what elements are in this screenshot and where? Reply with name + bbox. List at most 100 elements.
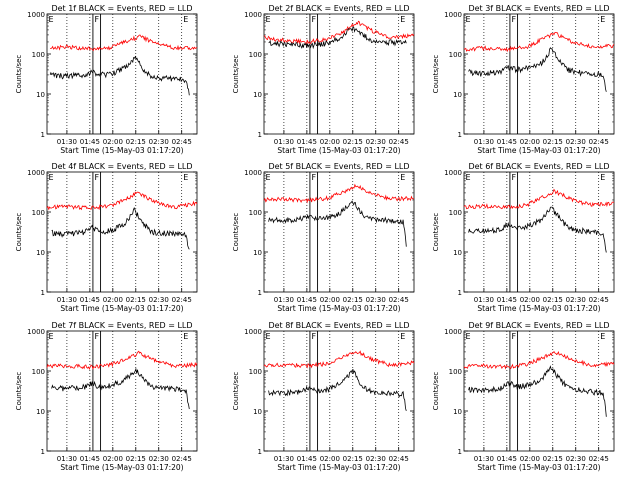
x-tick-label: 02:45 <box>389 296 409 304</box>
x-tick-label: 02:15 <box>343 455 363 463</box>
chart-title: Det 7f BLACK = Events, RED = LLD <box>51 321 192 330</box>
chart-panel-5: Det 5f BLACK = Events, RED = LLD E F E 1 10 10… <box>232 162 415 313</box>
region-label-2: F <box>311 173 316 182</box>
x-axis-label: Start Time (15-May-03 01:17:20) <box>277 304 400 313</box>
events-series-line <box>468 47 607 92</box>
y-tick-label: 100 <box>32 368 45 376</box>
chart-title: Det 9f BLACK = Events, RED = LLD <box>468 321 609 330</box>
x-tick-label: 01:30 <box>274 138 294 146</box>
plot-frame <box>463 13 615 135</box>
y-tick-label: 100 <box>249 209 262 217</box>
y-tick-label: 1000 <box>244 169 262 177</box>
chart-title: Det 2f BLACK = Events, RED = LLD <box>268 4 409 13</box>
region-label-2: F <box>94 173 99 182</box>
x-tick-label: 01:45 <box>497 138 517 146</box>
lld-series-line <box>463 31 615 53</box>
region-label-1: E <box>266 173 271 182</box>
y-tick-label: 1 <box>41 448 45 456</box>
region-label-3: E <box>183 15 188 24</box>
region-label-3: E <box>600 15 605 24</box>
x-tick-label: 02:45 <box>589 138 609 146</box>
plot-frame <box>263 330 415 452</box>
x-tick-label: 02:30 <box>366 296 386 304</box>
y-tick-label: 1 <box>458 289 462 297</box>
x-tick-label: 01:45 <box>80 296 100 304</box>
y-tick-label: 10 <box>253 408 262 416</box>
chart-title: Det 8f BLACK = Events, RED = LLD <box>268 321 409 330</box>
region-label-3: E <box>600 173 605 182</box>
plot-frame <box>263 171 415 293</box>
x-tick-label: 01:45 <box>297 455 317 463</box>
x-axis-label: Start Time (15-May-03 01:17:20) <box>477 463 600 472</box>
x-tick-label: 01:30 <box>474 455 494 463</box>
x-tick-label: 02:15 <box>343 138 363 146</box>
region-label-3: E <box>183 173 188 182</box>
y-tick-label: 1 <box>41 131 45 139</box>
x-tick-label: 02:00 <box>520 138 540 146</box>
y-tick-label: 1 <box>41 289 45 297</box>
chart-panel-6: Det 6f BLACK = Events, RED = LLD E F E 1 10 10… <box>432 162 615 313</box>
region-label-2: F <box>511 332 516 341</box>
region-label-1: E <box>49 173 54 182</box>
y-tick-label: 1000 <box>444 328 462 336</box>
x-tick-label: 02:45 <box>389 455 409 463</box>
chart-panel-1: Det 1f BLACK = Events, RED = LLD E F E 1 10 10… <box>15 4 198 155</box>
y-axis-label: Counts/sec <box>432 213 440 252</box>
y-tick-label: 100 <box>32 51 45 59</box>
y-tick-label: 10 <box>453 249 462 257</box>
plot-frame <box>46 330 198 452</box>
y-axis-label: Counts/sec <box>432 372 440 411</box>
events-series-line <box>51 207 190 250</box>
y-tick-label: 1000 <box>27 328 45 336</box>
x-tick-label: 01:30 <box>474 138 494 146</box>
x-tick-label: 02:30 <box>566 138 586 146</box>
x-tick-label: 01:45 <box>80 455 100 463</box>
x-axis-label: Start Time (15-May-03 01:17:20) <box>277 463 400 472</box>
y-tick-label: 10 <box>253 249 262 257</box>
region-label-1: E <box>49 15 54 24</box>
lld-series-line <box>50 34 198 52</box>
y-axis-label: Counts/sec <box>432 55 440 94</box>
lld-series-line <box>463 350 615 370</box>
x-tick-label: 01:45 <box>497 296 517 304</box>
events-series-line <box>268 26 407 50</box>
x-tick-label: 02:45 <box>172 455 192 463</box>
y-tick-label: 1000 <box>244 11 262 19</box>
y-axis-label: Counts/sec <box>232 372 240 411</box>
region-label-3: E <box>400 332 405 341</box>
x-tick-label: 02:15 <box>126 296 146 304</box>
events-series-line <box>268 200 407 247</box>
y-tick-label: 10 <box>36 408 45 416</box>
chart-title: Det 6f BLACK = Events, RED = LLD <box>468 162 609 171</box>
y-tick-label: 10 <box>453 91 462 99</box>
x-tick-label: 02:00 <box>103 138 123 146</box>
region-label-2: F <box>94 332 99 341</box>
y-tick-label: 1 <box>258 448 262 456</box>
y-tick-label: 1000 <box>444 169 462 177</box>
region-label-1: E <box>466 332 471 341</box>
lld-series-line <box>46 350 198 371</box>
x-tick-label: 01:30 <box>274 296 294 304</box>
y-tick-label: 100 <box>449 368 462 376</box>
region-label-3: E <box>183 332 188 341</box>
x-tick-label: 02:15 <box>543 455 563 463</box>
chart-panel-4: Det 4f BLACK = Events, RED = LLD E F E 1 10 10… <box>15 162 198 313</box>
x-tick-label: 02:45 <box>172 138 192 146</box>
y-tick-label: 100 <box>449 51 462 59</box>
x-tick-label: 02:00 <box>320 138 340 146</box>
y-axis-label: Counts/sec <box>232 213 240 252</box>
x-tick-label: 02:30 <box>366 138 386 146</box>
y-axis-label: Counts/sec <box>15 213 23 252</box>
region-label-1: E <box>266 332 271 341</box>
x-tick-label: 01:45 <box>297 296 317 304</box>
chart-title: Det 3f BLACK = Events, RED = LLD <box>468 4 609 13</box>
y-tick-label: 10 <box>36 91 45 99</box>
y-tick-label: 1 <box>258 289 262 297</box>
y-tick-label: 100 <box>32 209 45 217</box>
y-tick-label: 1 <box>458 448 462 456</box>
region-label-3: E <box>400 173 405 182</box>
region-label-3: E <box>600 332 605 341</box>
region-label-2: F <box>94 15 99 24</box>
x-tick-label: 02:15 <box>543 296 563 304</box>
